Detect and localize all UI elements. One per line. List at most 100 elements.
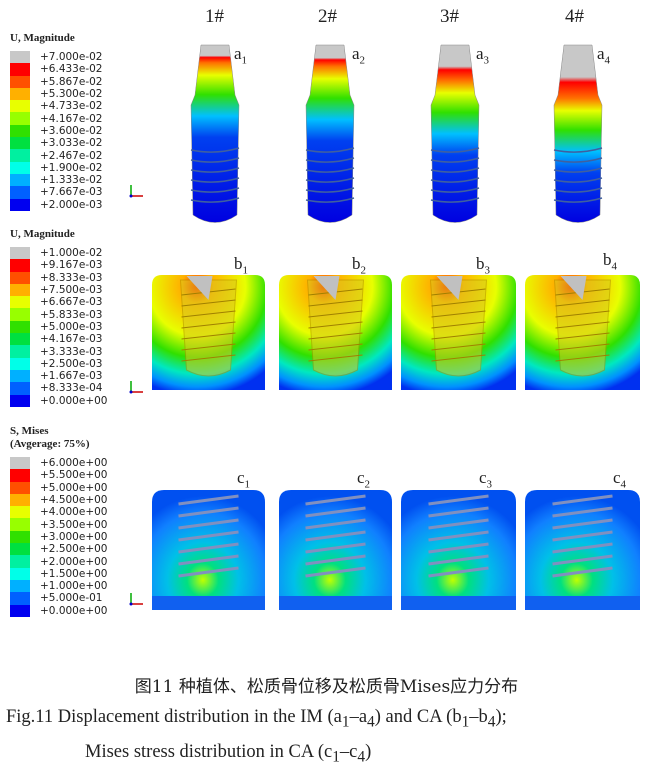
- color-swatch: [10, 112, 30, 125]
- panel-label: c4: [613, 468, 627, 491]
- implant-displacement-plot: [190, 44, 240, 223]
- legend-label: +2.000e-03: [40, 198, 103, 211]
- color-swatch: [10, 555, 30, 568]
- panel-label: c2: [357, 468, 371, 491]
- axis-triad-icon: [128, 182, 148, 203]
- legend-label: +4.733e-02: [40, 100, 103, 113]
- color-swatch: [10, 345, 30, 358]
- color-swatch: [10, 469, 30, 482]
- color-swatch: [10, 100, 30, 113]
- panel-label: b1: [234, 254, 248, 277]
- color-swatch: [10, 247, 30, 260]
- legend-label: +3.600e-02: [40, 124, 103, 137]
- colorbar-legend: U, Magnitude +7.000e-02 +6.433e-02 +5.867e-…: [10, 32, 102, 211]
- color-swatch: [10, 457, 30, 470]
- panel-label: a4: [597, 44, 611, 67]
- color-swatch: [10, 394, 30, 407]
- panel-label: b2: [352, 254, 366, 277]
- color-swatch: [10, 567, 30, 580]
- color-swatch: [10, 63, 30, 76]
- color-swatch: [10, 308, 30, 321]
- legend-label: +0.000e+00: [40, 394, 108, 407]
- color-swatch: [10, 161, 30, 174]
- legend-label: +4.167e-03: [40, 333, 103, 346]
- cancellous-bone-displacement-plot: [279, 275, 392, 390]
- legend-label: +4.000e+00: [40, 506, 108, 519]
- legend-label: +8.333e-04: [40, 382, 103, 395]
- legend-label: +4.500e+00: [40, 494, 108, 507]
- legend-label: +5.000e-01: [40, 592, 103, 605]
- color-swatch: [10, 259, 30, 272]
- legend-label: +5.300e-02: [40, 88, 103, 101]
- legend-label: +7.000e-02: [40, 51, 103, 64]
- contour-plots: [152, 44, 640, 610]
- color-swatch: [10, 481, 30, 494]
- color-swatch: [10, 283, 30, 297]
- color-swatch: [10, 518, 30, 531]
- color-swatch: [10, 173, 30, 187]
- color-swatch: [10, 296, 30, 309]
- legend-title: S, Mises: [10, 425, 49, 437]
- column-header: 3#: [440, 6, 459, 27]
- legend-label: +5.867e-02: [40, 75, 103, 88]
- color-swatch: [10, 198, 30, 211]
- cancellous-bone-mises-stress-plot: [152, 490, 265, 610]
- color-swatch: [10, 604, 30, 617]
- color-swatch: [10, 186, 30, 199]
- panel-label: a3: [476, 44, 490, 67]
- cancellous-bone-displacement-plot: [152, 275, 265, 390]
- legend-label: +3.333e-03: [40, 345, 103, 358]
- legend-label: +6.667e-03: [40, 296, 103, 309]
- implant-displacement-plot: [430, 44, 480, 223]
- legend-label: +6.000e+00: [40, 457, 108, 470]
- legend-label: +0.000e+00: [40, 604, 108, 617]
- colorbar-legend: U, Magnitude +1.000e-02 +9.167e-03 +8.333e-…: [10, 228, 107, 407]
- cancellous-bone-mises-stress-plot: [401, 490, 516, 610]
- axis-triad-icon: [128, 378, 148, 399]
- color-swatch: [10, 592, 30, 605]
- color-swatch: [10, 51, 30, 64]
- column-header: 1#: [205, 6, 224, 27]
- caption-chinese: 图11 种植体、松质骨位移及松质骨Mises应力分布: [134, 677, 519, 697]
- cancellous-bone-mises-stress-plot: [525, 490, 640, 610]
- cancellous-bone-mises-stress-plot: [279, 490, 392, 610]
- legend-label: +1.900e-02: [40, 161, 103, 174]
- panel-label: a1: [234, 44, 248, 67]
- colorbar-legend: S, Mises (Avgerage: 75%) +6.000e+00 +5.500e…: [10, 425, 107, 617]
- legend-label: +4.167e-02: [40, 112, 103, 125]
- cancellous-bone-displacement-plot: [401, 275, 516, 390]
- color-swatch: [10, 320, 30, 334]
- legend-label: +5.000e-03: [40, 320, 103, 333]
- color-swatch: [10, 75, 30, 88]
- color-swatch: [10, 357, 30, 370]
- color-swatch: [10, 271, 30, 284]
- color-swatch: [10, 493, 30, 507]
- caption-english-line-1: Fig.11 Displacement distribution in the …: [6, 707, 507, 731]
- color-swatch: [10, 579, 30, 593]
- color-swatch: [10, 506, 30, 519]
- legend-label: +5.500e+00: [40, 469, 108, 482]
- cancellous-bone-displacement-plot: [525, 275, 640, 390]
- legend-title: U, Magnitude: [10, 32, 75, 44]
- implant-displacement-plot: [553, 44, 603, 223]
- color-swatch: [10, 87, 30, 101]
- legend-label: +2.500e-03: [40, 357, 103, 370]
- panel-label: c3: [479, 468, 493, 491]
- color-swatch: [10, 149, 30, 162]
- legend-label: +3.500e+00: [40, 518, 108, 531]
- legend-label: +2.000e+00: [40, 555, 108, 568]
- color-swatch: [10, 124, 30, 138]
- color-swatch: [10, 382, 30, 395]
- legend-label: +7.667e-03: [40, 186, 103, 199]
- color-swatch: [10, 137, 30, 150]
- legend-title: (Avgerage: 75%): [10, 438, 90, 450]
- color-swatch: [10, 369, 30, 383]
- panel-label: b3: [476, 254, 490, 277]
- color-swatch: [10, 543, 30, 556]
- legend-label: +5.000e+00: [40, 481, 108, 494]
- column-header: 4#: [565, 6, 584, 27]
- legend-label: +3.033e-02: [40, 137, 103, 150]
- legend-label: +2.467e-02: [40, 149, 103, 162]
- implant-displacement-plot: [305, 44, 355, 223]
- legend-label: +5.833e-03: [40, 308, 103, 321]
